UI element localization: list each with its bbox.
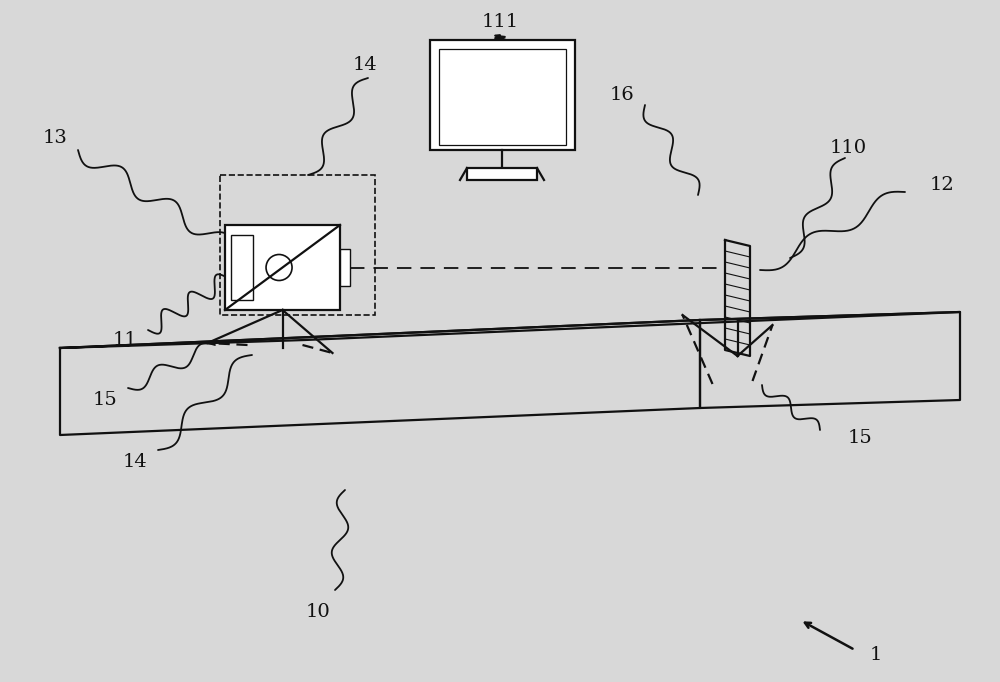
Text: 15: 15 [93,391,117,409]
Text: 13: 13 [43,129,67,147]
Circle shape [266,254,292,280]
Text: 111: 111 [481,13,519,31]
Text: 10: 10 [306,603,330,621]
Text: 1: 1 [870,646,882,664]
Bar [225,225,340,310]
Bar [231,235,253,300]
Text: 15: 15 [848,429,873,447]
Bar [467,168,537,180]
Text: 110: 110 [829,139,867,157]
Text: 14: 14 [353,56,377,74]
Bar [340,249,350,286]
Text: 14: 14 [123,453,147,471]
Bar [439,49,566,145]
Text: 16: 16 [610,86,634,104]
Bar [430,40,575,150]
Text: 11: 11 [113,331,137,349]
Bar [220,175,375,315]
Text: 12: 12 [930,176,955,194]
